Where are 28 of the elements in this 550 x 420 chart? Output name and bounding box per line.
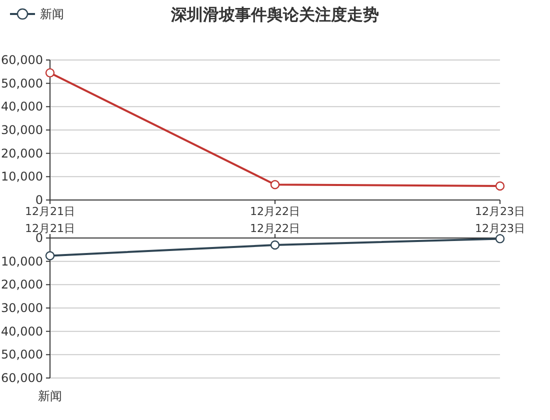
point (270, 180, 280, 190)
x-tick-label: 12月22日 (250, 205, 300, 218)
legend-label: 新闻 (40, 7, 64, 21)
y-tick-label: 60,000 (1, 53, 43, 67)
y-tick-label: 10,000 (1, 170, 43, 184)
x-tick-label: 12月23日 (475, 222, 525, 235)
point (495, 181, 505, 191)
y-tick-label: 20,000 (1, 278, 43, 292)
y-tick-label: 40,000 (1, 324, 43, 338)
x-tick-label: 12月21日 (25, 205, 75, 218)
y-tick-label: 30,000 (1, 123, 43, 137)
y-tick-label: 0 (35, 193, 43, 207)
point (495, 234, 505, 244)
y-tick-label: 10,000 (1, 254, 43, 268)
y-axis-title: 新闻 (38, 389, 62, 403)
point (45, 251, 55, 260)
x-tick-label: 12月23日 (475, 205, 525, 218)
point (270, 240, 280, 250)
y-tick-label: 40,000 (1, 100, 43, 114)
chart-title: 深圳滑坡事件舆论关注度走势 (170, 5, 379, 24)
y-tick-label: 0 (35, 231, 43, 245)
x-tick-label: 12月22日 (250, 222, 300, 235)
y-tick-label: 50,000 (1, 76, 43, 90)
y-tick-label: 50,000 (1, 348, 43, 362)
point (45, 68, 55, 78)
y-tick-label: 60,000 (1, 371, 43, 385)
y-tick-label: 20,000 (1, 146, 43, 160)
y-tick-label: 30,000 (1, 301, 43, 315)
